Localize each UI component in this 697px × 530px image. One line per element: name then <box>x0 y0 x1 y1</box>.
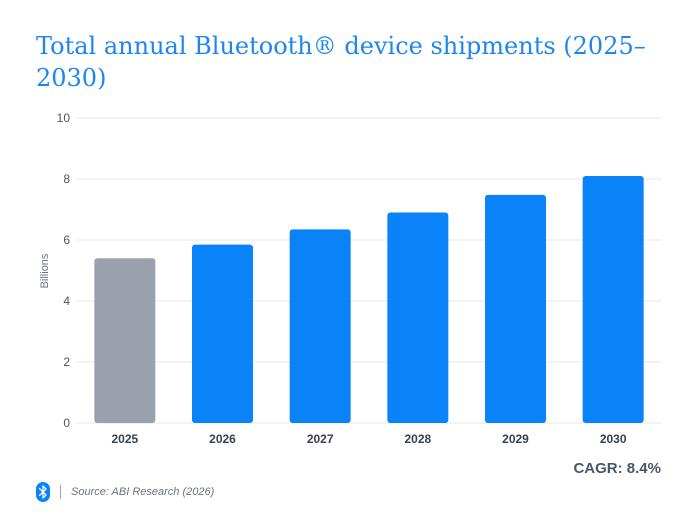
bar-2028 <box>387 212 449 423</box>
source-text: Source: ABI Research (2026) <box>71 486 215 498</box>
y-tick-label: 2 <box>63 355 70 369</box>
y-tick-label: 10 <box>57 111 71 125</box>
x-tick-label-2026: 2026 <box>209 432 236 446</box>
bar-2025 <box>94 258 156 423</box>
cagr-annotation: CAGR: 8.4% <box>573 460 661 477</box>
x-tick-label-2025: 2025 <box>111 432 138 446</box>
y-tick-label: 8 <box>63 172 70 186</box>
footer-separator <box>60 485 61 499</box>
bars <box>94 175 644 423</box>
y-tick-label: 4 <box>63 294 70 308</box>
bar-2027 <box>289 229 351 423</box>
y-tick-label: 0 <box>63 416 70 430</box>
y-axis-label: Billions <box>39 253 51 288</box>
chart-title: Total annual Bluetooth® device shipments… <box>36 32 646 92</box>
y-tick-label: 6 <box>63 233 70 247</box>
x-tick-label-2029: 2029 <box>502 432 529 446</box>
bar-2026 <box>192 244 253 423</box>
y-axis-ticks: 0 2 4 6 8 10 <box>57 111 71 430</box>
bar-2029 <box>485 194 546 423</box>
grid-lines <box>76 117 662 424</box>
x-tick-label-2030: 2030 <box>600 432 627 446</box>
bluetooth-icon <box>36 482 50 502</box>
bar-2030 <box>582 175 644 423</box>
x-tick-label-2027: 2027 <box>307 432 334 446</box>
x-axis-ticks: 2025 2026 2027 2028 2029 2030 <box>111 432 626 446</box>
footer: Source: ABI Research (2026) <box>36 482 214 502</box>
x-tick-label-2028: 2028 <box>404 432 431 446</box>
